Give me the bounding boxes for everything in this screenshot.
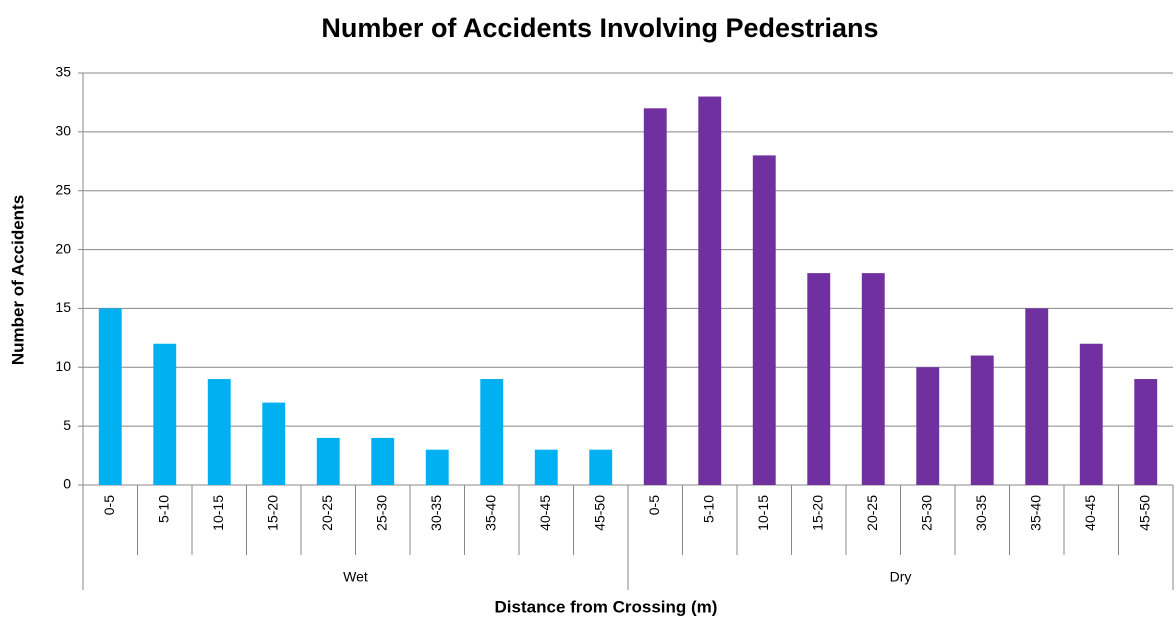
bar — [1025, 308, 1049, 485]
x-tick-label: 45-50 — [591, 495, 607, 531]
x-tick-label: 25-30 — [918, 495, 934, 531]
bar — [153, 343, 177, 485]
x-axis-title: Distance from Crossing (m) — [495, 597, 718, 616]
bar — [316, 437, 340, 485]
bar — [698, 96, 722, 486]
x-tick-label: 20-25 — [319, 495, 335, 531]
group-label: Dry — [890, 569, 912, 585]
x-tick-label: 15-20 — [264, 495, 280, 531]
x-tick-label: 30-35 — [973, 495, 989, 531]
x-tick-label: 15-20 — [809, 495, 825, 531]
y-tick-label: 30 — [55, 123, 71, 139]
bar — [534, 449, 558, 485]
x-tick-label: 5-10 — [155, 495, 171, 523]
bar — [262, 402, 286, 485]
x-tick-label: 40-45 — [537, 495, 553, 531]
bar — [861, 273, 885, 485]
bar — [807, 273, 831, 485]
bar — [480, 379, 504, 485]
bar — [1079, 343, 1103, 485]
bar — [643, 108, 667, 486]
bar — [425, 449, 449, 485]
bar — [1134, 379, 1158, 485]
bar — [371, 437, 395, 485]
x-tick-label: 40-45 — [1082, 495, 1098, 531]
x-tick-label: 0-5 — [646, 495, 662, 515]
bar — [916, 367, 940, 485]
y-tick-label: 5 — [63, 417, 71, 433]
y-tick-label: 20 — [55, 240, 71, 256]
x-tick-label: 30-35 — [428, 495, 444, 531]
x-tick-label: 25-30 — [373, 495, 389, 531]
bar — [589, 449, 613, 485]
bar — [752, 155, 776, 485]
x-tick-label: 35-40 — [482, 495, 498, 531]
y-tick-label: 10 — [55, 358, 71, 374]
bar — [207, 379, 231, 485]
chart-title: Number of Accidents Involving Pedestrian… — [321, 13, 878, 43]
bar — [98, 308, 122, 485]
x-tick-label: 20-25 — [864, 495, 880, 531]
y-axis-title: Number of Accidents — [8, 195, 27, 365]
x-tick-label: 35-40 — [1027, 495, 1043, 531]
y-tick-label: 0 — [63, 476, 71, 492]
x-tick-label: 45-50 — [1136, 495, 1152, 531]
y-tick-label: 35 — [55, 64, 71, 80]
x-tick-label: 10-15 — [755, 495, 771, 531]
y-tick-label: 25 — [55, 181, 71, 197]
x-tick-label: 10-15 — [210, 495, 226, 531]
x-tick-label: 0-5 — [101, 495, 117, 515]
group-label: Wet — [343, 569, 368, 585]
x-tick-label: 5-10 — [700, 495, 716, 523]
y-tick-label: 15 — [55, 299, 71, 315]
bar — [970, 355, 994, 485]
